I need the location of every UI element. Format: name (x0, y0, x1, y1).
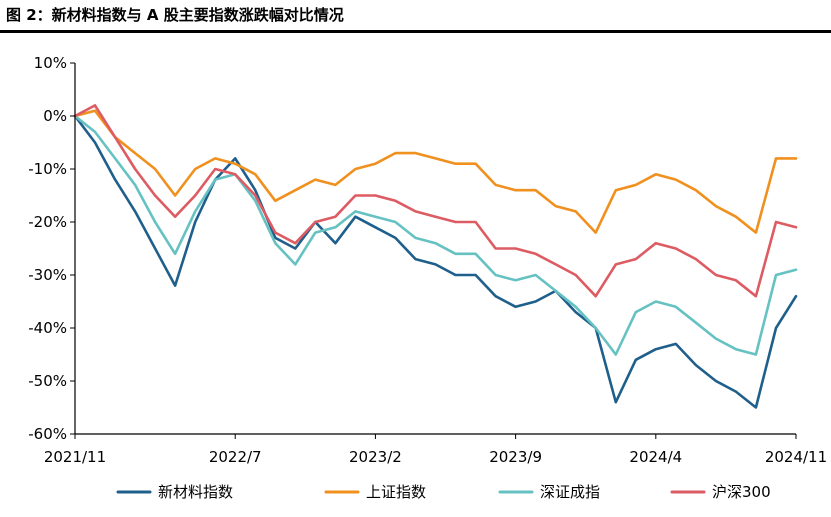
legend-label: 深证成指 (540, 483, 600, 501)
x-axis: 2021/11 2022/7 2023/2 2023/9 2024/4 2024/11 (44, 433, 827, 466)
y-tick-label: -60% (28, 425, 67, 443)
series-line-0 (73, 114, 798, 409)
legend-label: 上证指数 (366, 483, 426, 501)
y-tick-label: -30% (28, 266, 67, 284)
y-tick-label: 0% (43, 107, 67, 125)
legend-label: 新材料指数 (158, 483, 233, 501)
legend-item: 上证指数 (324, 483, 426, 501)
y-tick-label: -20% (28, 213, 67, 231)
y-tick-label: -50% (28, 372, 67, 390)
y-tick-label: 10% (34, 54, 67, 72)
series-line-1 (73, 109, 798, 234)
plot-lines (73, 104, 798, 409)
legend-label: 沪深300 (712, 483, 771, 501)
legend-item: 新材料指数 (116, 483, 233, 501)
x-tick-label: 2023/2 (349, 448, 402, 466)
y-tick-label: -40% (28, 319, 67, 337)
series-line-3 (73, 104, 798, 298)
y-tick-label: -10% (28, 160, 67, 178)
legend-item: 深证成指 (498, 483, 600, 501)
title-rule (0, 30, 831, 33)
x-tick-label: 2022/7 (209, 448, 262, 466)
x-tick-label: 2023/9 (489, 448, 542, 466)
x-tick-label: 2024/4 (629, 448, 682, 466)
y-axis: 10% 0% -10% -20% -30% -40% -50% -60% (28, 54, 76, 443)
legend: 新材料指数 上证指数 深证成指 沪深300 (116, 483, 771, 501)
x-tick-label: 2021/11 (44, 448, 106, 466)
x-tick-label: 2024/11 (765, 448, 827, 466)
figure-title: 图 2：新材料指数与 A 股主要指数涨跌幅对比情况 (6, 6, 344, 24)
legend-item: 沪深300 (670, 483, 771, 501)
series-line-2 (73, 114, 798, 356)
